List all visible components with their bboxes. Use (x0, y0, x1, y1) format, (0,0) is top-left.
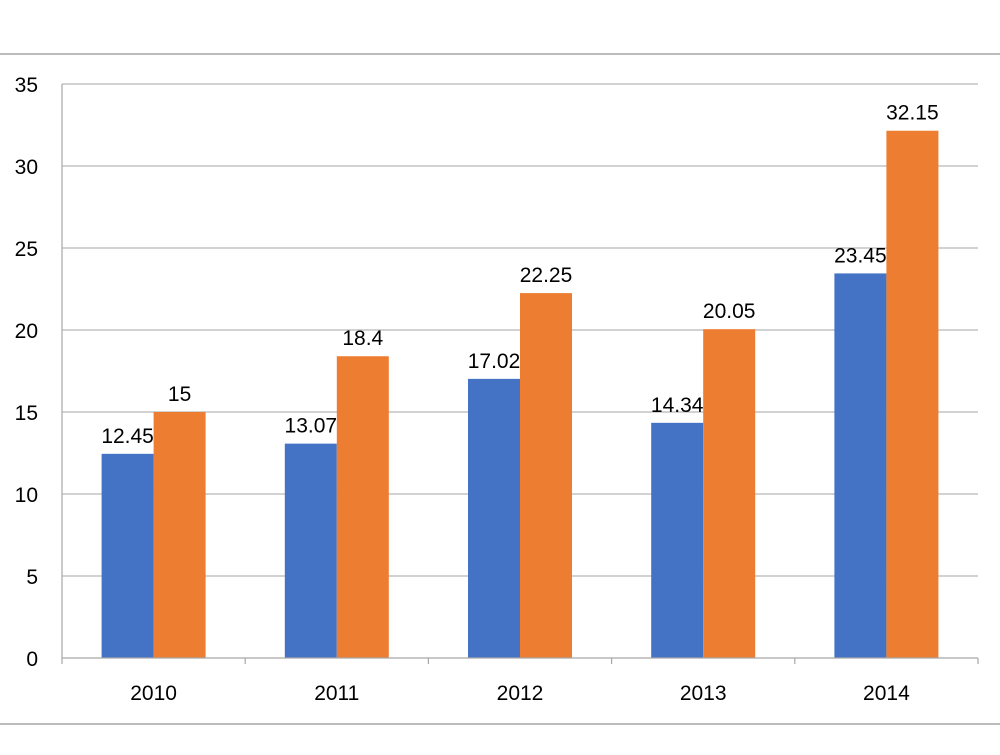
data-label-series-2-2013: 20.05 (703, 300, 756, 323)
y-tick-label: 20 (15, 320, 38, 343)
bar-series-2-2014 (886, 130, 939, 659)
y-tick-label: 25 (15, 238, 38, 261)
x-tick-label: 2010 (130, 682, 177, 705)
data-label-series-2-2011: 18.4 (342, 327, 383, 350)
bar-series-1-2010 (101, 453, 154, 658)
bar-series-2-2012 (520, 293, 572, 658)
bar-series-2-2010 (153, 412, 206, 658)
bar-series-1-2012 (468, 378, 520, 658)
bar-series-1-2013 (651, 422, 704, 658)
data-label-series-1-2013: 14.34 (651, 394, 704, 417)
x-axis: 2010 2011 2012 2013 2014 (61, 657, 979, 705)
bar-series-2-2011 (336, 356, 389, 658)
bar-series-2-2013 (703, 329, 756, 658)
x-tick-label: 2012 (497, 682, 544, 705)
data-label-series-1-2011: 13.07 (285, 415, 338, 438)
y-tick-label: 10 (15, 484, 38, 507)
bars (101, 130, 939, 659)
x-tick-label: 2013 (680, 682, 727, 705)
data-label-series-1-2012: 17.02 (468, 350, 521, 373)
data-label-series-1-2014: 23.45 (834, 244, 887, 267)
y-tick-label: 15 (15, 402, 38, 425)
y-tick-label: 35 (15, 74, 38, 97)
y-tick-label: 30 (15, 156, 38, 179)
data-label-series-2-2014: 32.15 (886, 102, 939, 125)
x-tick-label: 2011 (314, 682, 359, 705)
data-label-series-2-2010: 15 (168, 383, 191, 406)
y-tick-label: 5 (26, 566, 38, 589)
x-tick-label: 2014 (863, 682, 910, 705)
y-tick-label: 0 (26, 648, 38, 671)
data-label-series-1-2010: 12.45 (101, 425, 154, 448)
bar-series-1-2011 (284, 443, 337, 658)
data-labels: 12.45 15 13.07 18.4 17.02 22.25 14.34 20.05 23.4… (101, 102, 938, 448)
y-axis-tick-labels: 0 5 10 15 20 25 30 35 (15, 74, 38, 671)
data-label-series-2-2012: 22.25 (520, 264, 573, 287)
bar-series-1-2014 (834, 273, 887, 658)
